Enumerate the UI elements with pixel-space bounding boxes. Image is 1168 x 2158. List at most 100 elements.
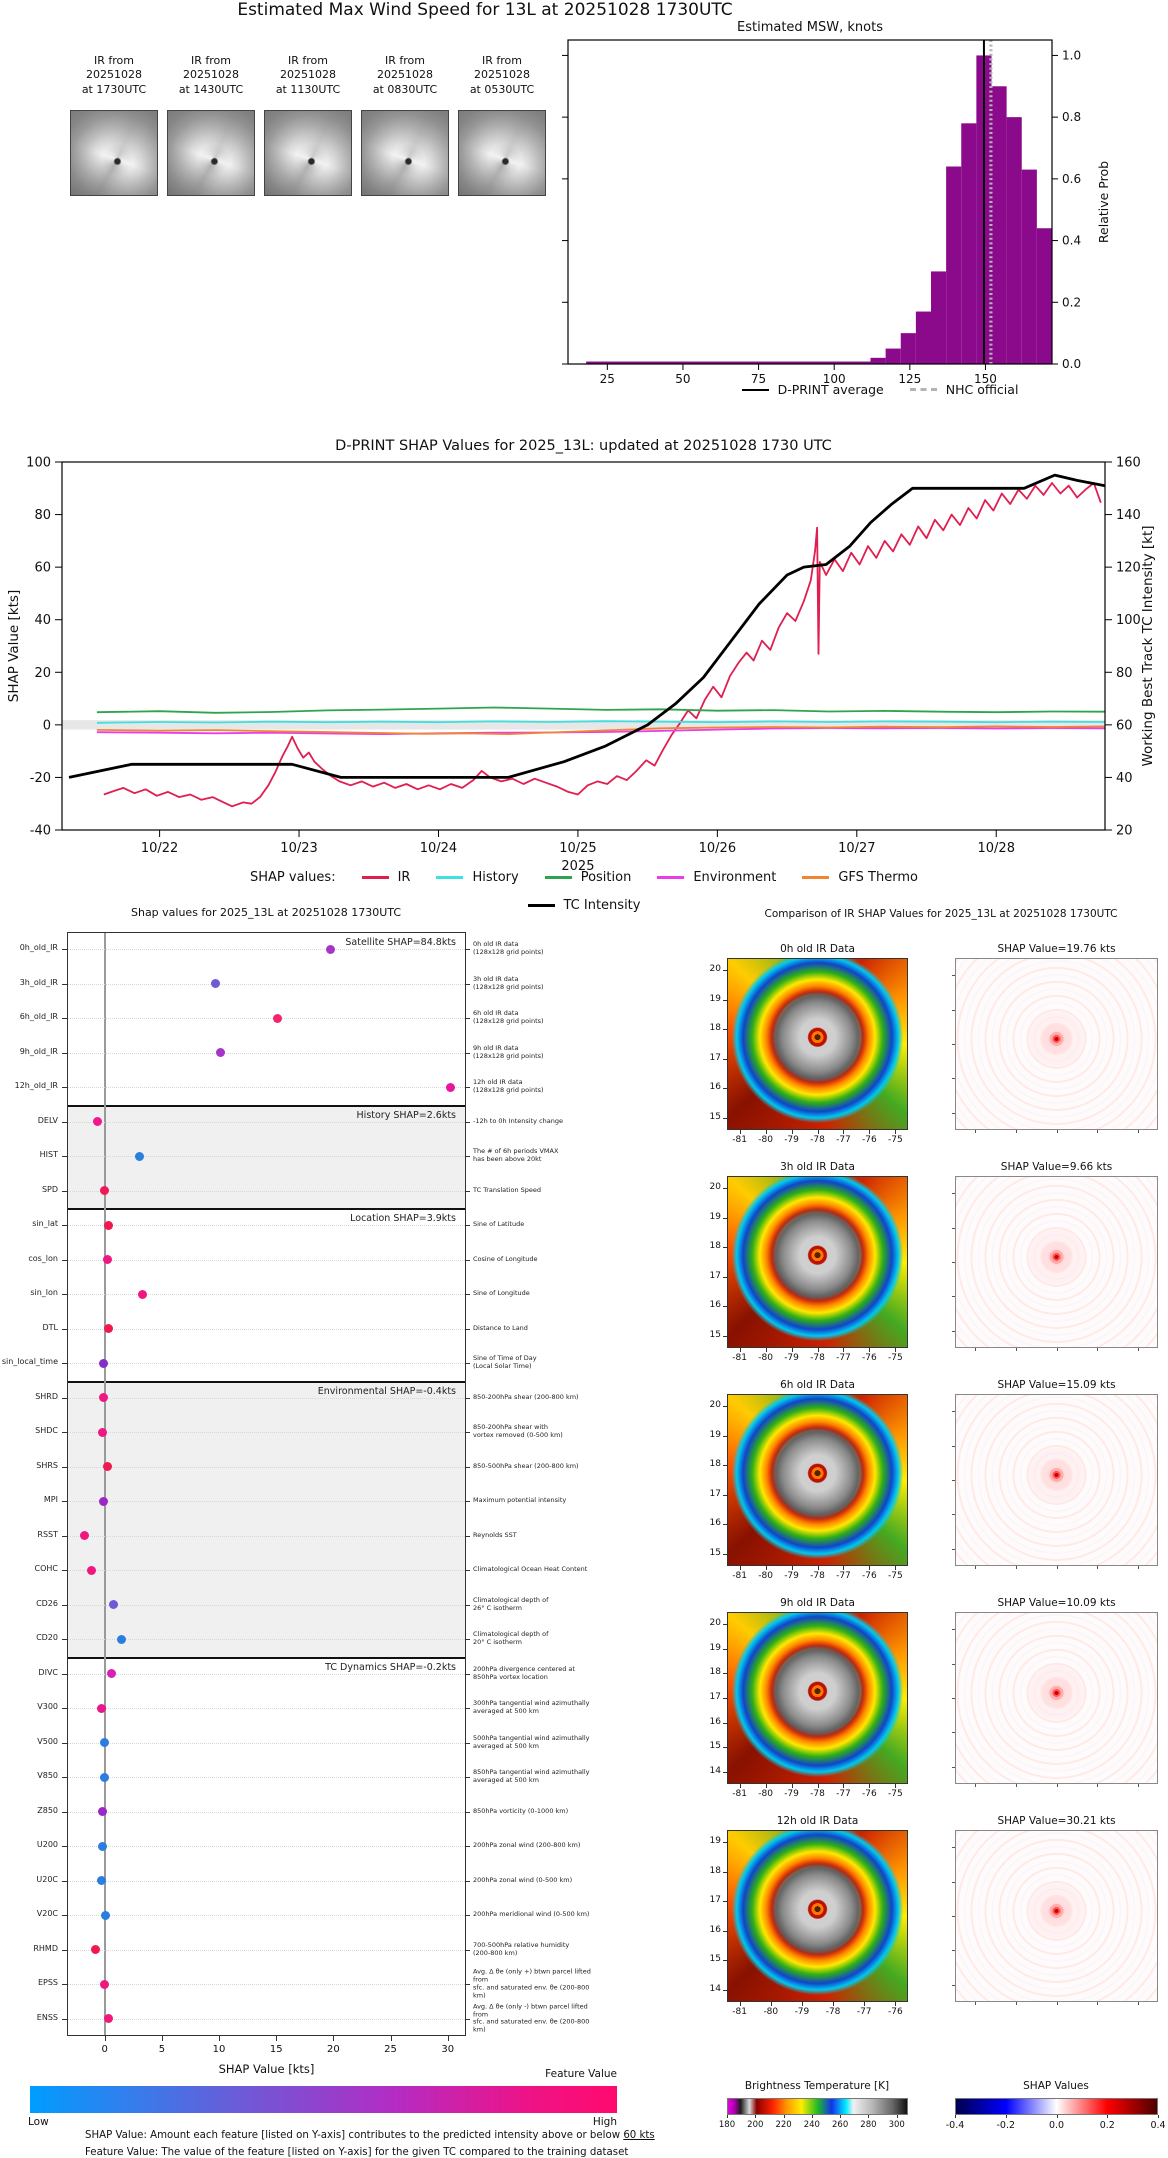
ir-map-lon-tick (895, 1784, 897, 1788)
x-tick-label: 25 (600, 372, 615, 386)
shap-tick (1158, 2115, 1159, 2118)
dotplot-gridline (68, 1811, 465, 1813)
dotplot-right-tick (466, 1846, 470, 1848)
dotplot-feature-label: RSST (37, 1529, 58, 1539)
bt-tick-label: 280 (860, 2120, 877, 2130)
dotplot-left-tick (62, 1570, 67, 1572)
dotplot-feature-label: 6h_old_IR (19, 1012, 58, 1022)
ir-map (727, 1176, 908, 1348)
ir-map-lat-tick (723, 1524, 727, 1526)
dprint-average-swatch (741, 388, 769, 391)
ir-map-lon-label: -80 (758, 1353, 773, 1363)
dotplot-left-tick (62, 1846, 67, 1848)
feature-value-colorbar (30, 2086, 617, 2113)
ir-map-lon-tick (765, 1566, 767, 1570)
shap-map-tick (952, 1847, 955, 1849)
bt-tick-label: 180 (718, 2120, 736, 2130)
dotplot-right-tick (466, 1225, 470, 1227)
right-tick-label: 120 (1116, 561, 1141, 576)
dotplot-left-tick (62, 1259, 67, 1261)
ir-thumbnail-caption-line: IR from (94, 54, 134, 67)
dotplot-feature-description: The # of 6h periods VMAX has been above … (473, 1147, 559, 1164)
histogram-ylabel: Relative Prob (1096, 161, 1111, 243)
shap-map (955, 1394, 1158, 1566)
ir-map-lon-tick (869, 1348, 871, 1352)
ir-map-lat-label: 15 (709, 1741, 721, 1752)
dotplot-feature-description: 200hPa zonal wind (200-800 km) (473, 1841, 581, 1850)
dotplot-feature-label: 9h_old_IR (19, 1046, 58, 1056)
histogram-bar (1006, 117, 1022, 365)
dotplot-dot (445, 1082, 455, 1092)
ir-map-lat-label: 19 (709, 1642, 721, 1653)
histogram-bar (961, 123, 977, 364)
dotplot-feature-label: DELV (37, 1115, 58, 1125)
shap-map-tick (1137, 1566, 1139, 1569)
ir-map-lat-label: 18 (709, 1865, 721, 1876)
dotplot-dot (272, 1013, 282, 1023)
dotplot-feature-label: DIVC (38, 1667, 58, 1677)
ir-map-lat-tick (723, 1901, 727, 1903)
dotplot-left-tick (62, 1328, 67, 1330)
ir-map-lat-label: 19 (709, 1429, 721, 1440)
dotplot-feature-label: cos_lon (28, 1253, 58, 1263)
dotplot-feature-description: 850-500hPa shear (200-800 km) (473, 1461, 579, 1470)
ir-map-lon-tick (791, 1348, 793, 1352)
dotplot-feature-label: 0h_old_IR (19, 943, 58, 953)
ir-map-lat-label: 19 (709, 1211, 721, 1222)
dotplot-left-tick (62, 1397, 67, 1399)
shap-map-tick (1097, 2002, 1099, 2005)
legend-item: Environment (657, 870, 776, 885)
legend-item: History (436, 870, 519, 885)
dotplot-x-tick-label: 30 (441, 2044, 455, 2055)
dotplot-right-tick (466, 1915, 470, 1917)
dotplot-gridline (68, 1846, 465, 1848)
y-tick-label: 0.0 (1062, 357, 1081, 371)
shap-map-title: SHAP Value=30.21 kts (997, 1815, 1116, 1827)
dotplot-right-tick (466, 1811, 470, 1813)
dotplot-x-tick-label: 15 (269, 2044, 283, 2055)
dotplot-right-tick (466, 1087, 470, 1089)
dotplot-right-tick (466, 1328, 470, 1330)
shap-map-tick (1137, 1130, 1139, 1133)
ir-map-lat-tick (723, 1871, 727, 1873)
dotplot-gridline (68, 949, 465, 951)
ir-map-lon-tick (739, 1566, 741, 1570)
dotplot-right-tick (466, 1604, 470, 1606)
dotplot-gridline (68, 1259, 465, 1261)
ir-map-lat-tick (723, 1553, 727, 1555)
dotplot-left-tick (62, 1984, 67, 1986)
dotplot-dot (210, 979, 220, 989)
ir-thumbnail-image (167, 110, 255, 196)
dotplot-dot (79, 1531, 89, 1541)
dotplot-feature-label: SHRS (36, 1460, 58, 1470)
ir-map-lat-label: 20 (709, 1182, 721, 1193)
shap-map-tick (1097, 1348, 1099, 1351)
y-tick-label: 0.4 (1062, 234, 1081, 248)
dotplot-feature-description: Cosine of Longitude (473, 1254, 538, 1263)
feature-value-colorbar-title: Feature Value (545, 2068, 617, 2080)
histogram-base-bar (586, 361, 871, 364)
bt-tick-label: 240 (803, 2120, 820, 2130)
ir-map-lon-tick (791, 1566, 793, 1570)
shap-map-tick (952, 1698, 955, 1699)
left-tick-label: 80 (34, 508, 51, 523)
dotplot-right-tick (466, 1570, 470, 1572)
ir-thumbnail-strip: IR from 20251028 at 1730UTC IR from 20251028… (0, 0, 560, 220)
shap-map-tick (952, 975, 955, 977)
ir-map-lon-tick (869, 1784, 871, 1788)
dotplot-dot (93, 1117, 103, 1127)
shap-map-tick (952, 1984, 955, 1986)
ir-map-lon-label: -76 (862, 1135, 877, 1145)
dotplot-feature-description: Climatological Ocean Heat Content (473, 1565, 588, 1574)
comparison-title: Comparison of IR SHAP Values for 2025_13… (764, 908, 1118, 920)
ir-map-lat-label: 16 (709, 1082, 721, 1093)
dotplot-section-annotation: Location SHAP=3.9kts (350, 1213, 456, 1224)
ir-map-title: 12h old IR Data (776, 1815, 859, 1827)
dotplot-feature-label: sin_local_time (1, 1357, 58, 1367)
ir-map-lon-tick (817, 1130, 819, 1134)
ir-map-lat-label: 20 (709, 964, 721, 975)
dotplot-gridline (68, 1673, 465, 1675)
ir-map-lon-tick (765, 1348, 767, 1352)
ir-map-lon-tick (843, 1348, 845, 1352)
